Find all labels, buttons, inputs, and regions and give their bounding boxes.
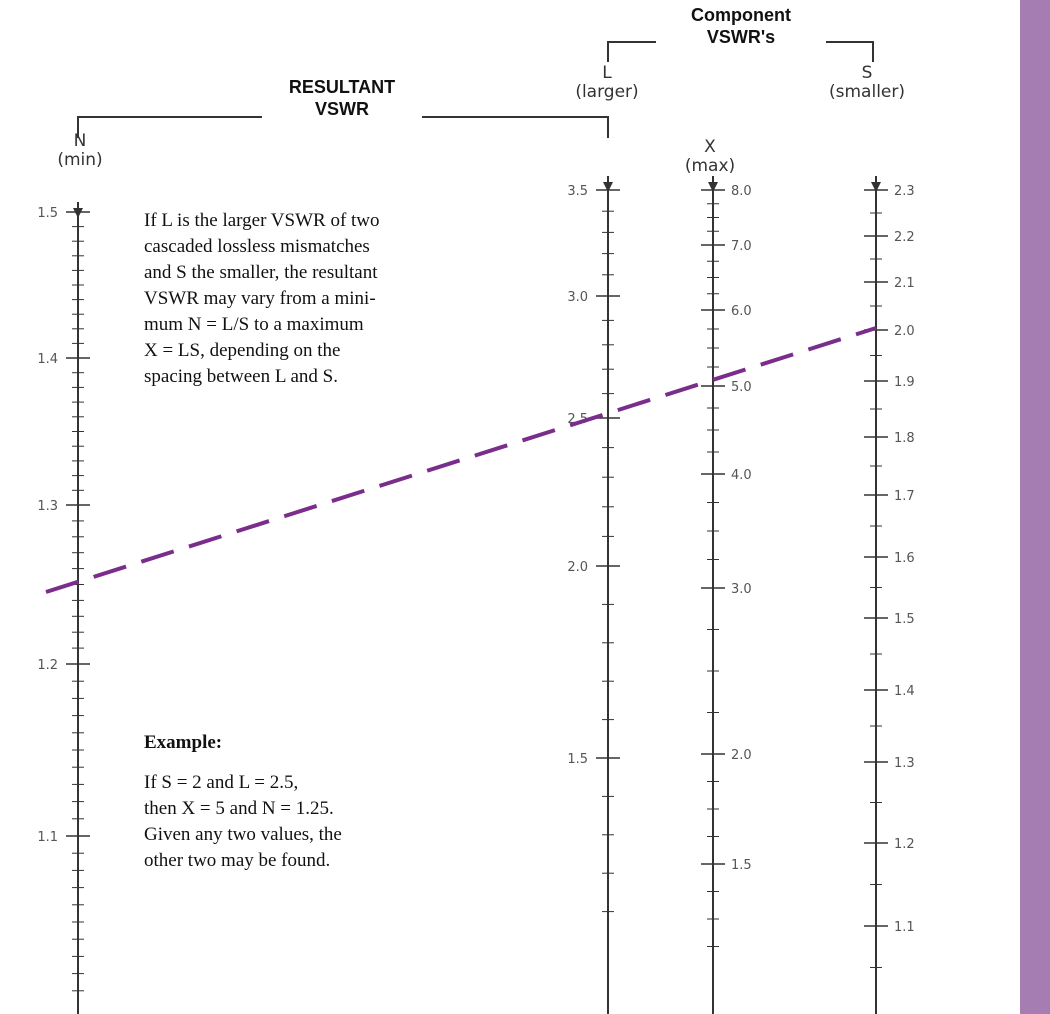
scale-n-sub: (min) (57, 150, 103, 170)
description-line-4: VSWR may vary from a mini- (144, 288, 376, 309)
scale-l-sub: (larger) (575, 82, 639, 102)
axis-l-tick-label: 1.5 (567, 752, 588, 767)
component-heading-line1: Component (691, 5, 791, 25)
component-vswrs-heading: Component VSWR's (656, 4, 826, 48)
axis-l-tick-label: 3.5 (567, 184, 588, 199)
resultant-vswr-heading: RESULTANT VSWR (262, 76, 422, 120)
axis-s-tick-label: 2.0 (894, 324, 915, 339)
example-line-4: other two may be found. (144, 850, 331, 871)
axis-x-tick-label: 2.0 (731, 748, 752, 763)
scale-x-label: X (max) (670, 138, 750, 176)
scale-n-label: N (min) (40, 132, 120, 170)
scale-l-letter: L (602, 63, 612, 83)
axis-l-arrow (603, 182, 613, 192)
axis-s-tick-label: 2.3 (894, 184, 915, 199)
scale-x-letter: X (704, 137, 716, 157)
axis-x-tick-label: 8.0 (731, 184, 752, 199)
scale-l-label: L (larger) (552, 64, 662, 102)
axis-s-tick-label: 2.1 (894, 276, 915, 291)
scale-n-letter: N (73, 131, 87, 151)
axis-n-tick-label: 1.5 (37, 206, 58, 221)
axis-n-tick-label: 1.2 (37, 658, 58, 673)
axis-n-tick-label: 1.4 (37, 352, 58, 367)
description-line-1: If L is the larger VSWR of two (144, 210, 380, 231)
axis-x-tick-label: 6.0 (731, 304, 752, 319)
example-heading: Example: (144, 732, 223, 753)
example-line-1: If S = 2 and L = 2.5, (144, 772, 299, 793)
axis-x-arrow (708, 182, 718, 192)
example-solution-line (45, 326, 877, 594)
description-line-5: mum N = L/S to a maximum (144, 314, 364, 335)
description-text: If L is the larger VSWR of two cascaded … (138, 208, 550, 398)
scale-x-sub: (max) (684, 156, 736, 176)
axis-s-tick-label: 1.7 (894, 489, 915, 504)
example-line-3: Given any two values, the (144, 824, 342, 845)
scale-s-label: S (smaller) (812, 64, 922, 102)
description-line-3: and S the smaller, the resultant (144, 262, 378, 283)
axis-x-tick-label: 4.0 (731, 468, 752, 483)
axis-n-arrow (73, 208, 83, 218)
resultant-heading-line2: VSWR (315, 99, 369, 119)
bracket-resultant (77, 116, 609, 138)
axis-s-tick-label: 2.2 (894, 230, 915, 245)
description-line-7: spacing between L and S. (144, 366, 338, 387)
axis-n-tick-label: 1.3 (37, 499, 58, 514)
axis-x-tick-label: 5.0 (731, 380, 752, 395)
resultant-heading-line1: RESULTANT (288, 77, 396, 97)
axis-s-tick-label: 1.3 (894, 756, 915, 771)
axis-s-tick-label: 1.5 (894, 612, 915, 627)
axis-s-tick-label: 1.1 (894, 920, 915, 935)
axis-n-tick-label: 1.1 (37, 830, 58, 845)
example-line-2: then X = 5 and N = 1.25. (144, 798, 334, 819)
description-line-6: X = LS, depending on the (144, 340, 341, 361)
axis-s-arrow (871, 182, 881, 192)
axis-x-tick-label: 3.0 (731, 582, 752, 597)
axis-s-tick-label: 1.9 (894, 375, 915, 390)
scale-s-letter: S (861, 63, 873, 83)
axis-s-tick-label: 1.4 (894, 684, 915, 699)
axis-s-tick-label: 1.6 (894, 551, 915, 566)
component-heading-line2: VSWR's (706, 27, 776, 47)
axis-s-tick-label: 1.8 (894, 431, 915, 446)
side-accent-bar (1020, 0, 1050, 1014)
axis-l-tick-label: 2.0 (567, 560, 588, 575)
axis-x-tick-label: 7.0 (731, 239, 752, 254)
scale-s-sub: (smaller) (829, 82, 905, 102)
axis-l-tick-label: 3.0 (567, 290, 588, 305)
example-block: Example: If S = 2 and L = 2.5, then X = … (132, 686, 524, 1004)
axis-x-tick-label: 1.5 (731, 858, 752, 873)
axis-s-tick-label: 1.2 (894, 837, 915, 852)
description-line-2: cascaded lossless mismatches (144, 236, 370, 257)
